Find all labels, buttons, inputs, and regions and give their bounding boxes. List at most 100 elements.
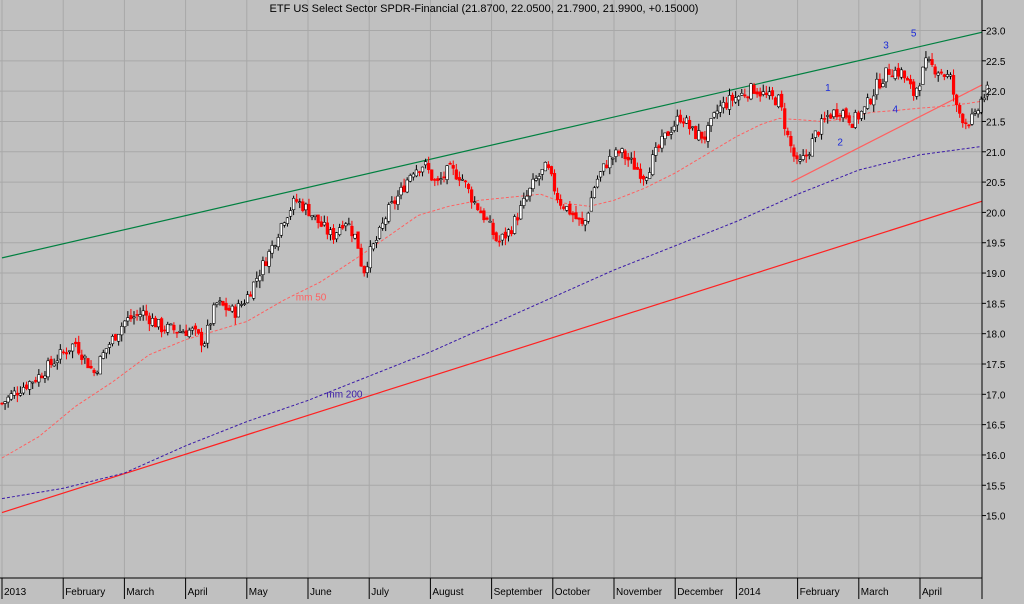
candle-body bbox=[270, 245, 274, 254]
candle-body bbox=[605, 164, 609, 169]
candle-body bbox=[856, 112, 860, 120]
candle-body bbox=[789, 135, 793, 147]
candle-body bbox=[921, 66, 925, 85]
candle-body bbox=[37, 374, 41, 383]
candle-body bbox=[212, 304, 216, 324]
candle-body bbox=[242, 303, 247, 305]
candle-body bbox=[319, 221, 323, 227]
x-tick-label: 2014 bbox=[738, 587, 761, 598]
mm-200-line bbox=[1, 145, 982, 500]
candle-body bbox=[718, 105, 722, 113]
candle-body bbox=[359, 247, 363, 267]
candle-body bbox=[525, 195, 529, 201]
candle-body bbox=[218, 300, 222, 303]
candle-body bbox=[497, 240, 501, 243]
candle-body bbox=[826, 115, 830, 117]
candle-body bbox=[420, 166, 425, 173]
candle-body bbox=[902, 70, 907, 79]
candle-body bbox=[568, 203, 572, 215]
candle-body bbox=[153, 317, 158, 328]
y-tick-label: 19.0 bbox=[986, 269, 1006, 280]
candle-body bbox=[350, 225, 354, 237]
candle-body bbox=[126, 317, 130, 322]
annotation-label: 3 bbox=[883, 41, 889, 52]
annotations: mm 50 mm 200 1 2 3 4 5 bbox=[296, 29, 917, 401]
x-tick-label: 2013 bbox=[4, 587, 27, 598]
candle-body bbox=[273, 245, 277, 247]
candle-body bbox=[727, 95, 732, 110]
candle-body bbox=[178, 330, 182, 333]
candle-body bbox=[381, 222, 385, 229]
candle-body bbox=[942, 74, 946, 77]
candle-body bbox=[387, 204, 391, 222]
x-tick-label: July bbox=[371, 587, 389, 598]
candle-body bbox=[433, 179, 437, 181]
candle-body bbox=[322, 222, 326, 226]
candle-body bbox=[187, 329, 191, 337]
y-tick-label: 17.0 bbox=[986, 390, 1006, 401]
candle-body bbox=[138, 314, 142, 318]
x-tick-label: April bbox=[922, 587, 942, 598]
candle-body bbox=[67, 350, 72, 353]
candle-body bbox=[586, 212, 590, 222]
candle-body bbox=[850, 123, 854, 128]
candle-body bbox=[516, 217, 520, 221]
candle-body bbox=[841, 110, 845, 118]
candle-body bbox=[80, 354, 84, 360]
candle-body bbox=[448, 163, 452, 165]
y-tick-label: 22.5 bbox=[986, 57, 1006, 68]
candle-body bbox=[663, 132, 667, 139]
candles bbox=[0, 51, 989, 410]
candle-body bbox=[417, 171, 422, 173]
candle-body bbox=[58, 349, 62, 360]
x-tick-label: September bbox=[494, 587, 544, 598]
candle-body bbox=[537, 176, 541, 180]
candle-body bbox=[445, 165, 449, 180]
candle-body bbox=[546, 164, 550, 168]
candle-body bbox=[780, 93, 784, 108]
candle-body bbox=[239, 304, 244, 306]
candle-body bbox=[712, 112, 716, 118]
candle-body bbox=[896, 67, 900, 77]
candle-body bbox=[930, 59, 934, 66]
candle-body bbox=[620, 148, 624, 153]
y-tick-label: 16.0 bbox=[986, 451, 1006, 462]
candle-body bbox=[654, 147, 658, 156]
candle-body bbox=[196, 329, 201, 334]
candle-body bbox=[549, 166, 554, 175]
candle-body bbox=[110, 336, 115, 345]
candle-body bbox=[522, 198, 526, 206]
candle-body bbox=[927, 59, 931, 61]
candle-body bbox=[872, 95, 876, 106]
candle-body bbox=[104, 348, 108, 354]
candle-body bbox=[721, 102, 725, 109]
candle-body bbox=[18, 392, 23, 396]
candle-body bbox=[580, 218, 584, 224]
candle-body bbox=[638, 168, 643, 179]
candle-body bbox=[181, 331, 185, 334]
candle-body bbox=[608, 156, 612, 169]
candle-body bbox=[875, 78, 879, 96]
candle-body bbox=[405, 179, 409, 193]
candle-body bbox=[614, 149, 618, 157]
candle-body bbox=[408, 175, 412, 182]
candle-body bbox=[807, 154, 811, 156]
candle-body bbox=[160, 318, 164, 333]
candle-body bbox=[795, 155, 799, 160]
candle-body bbox=[258, 275, 262, 282]
candle-body bbox=[95, 371, 99, 374]
candle-body bbox=[86, 358, 90, 369]
candle-body bbox=[476, 203, 480, 211]
candle-body bbox=[166, 324, 170, 333]
candle-body bbox=[399, 186, 403, 196]
candle-body bbox=[602, 163, 606, 172]
candle-body bbox=[740, 92, 744, 96]
candle-body bbox=[411, 173, 415, 178]
candle-body bbox=[169, 323, 173, 326]
candle-body bbox=[328, 229, 333, 235]
candle-body bbox=[703, 136, 707, 140]
candle-body bbox=[261, 260, 265, 275]
candle-body bbox=[384, 218, 388, 225]
y-tick-label: 15.0 bbox=[986, 512, 1006, 523]
candle-body bbox=[893, 69, 897, 79]
